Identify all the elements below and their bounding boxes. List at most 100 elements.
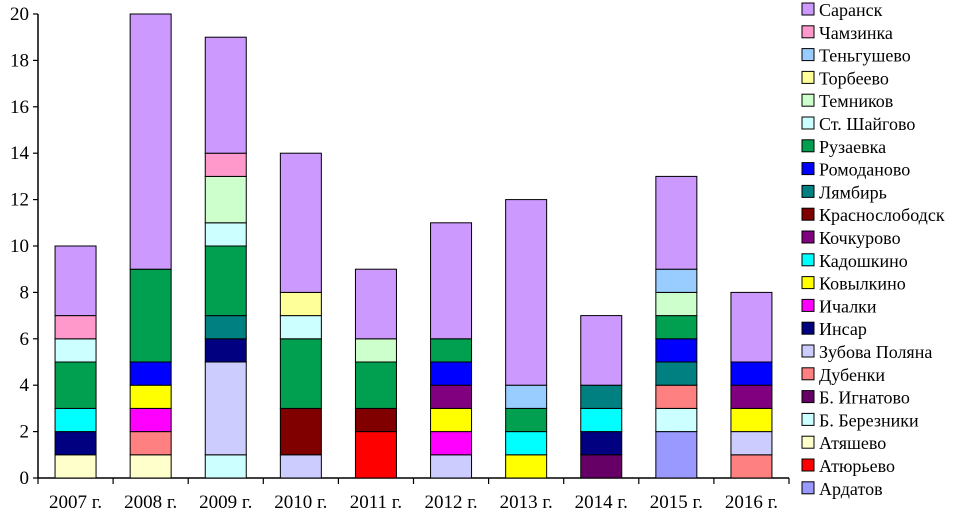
x-tick-label: 2012 г. [424, 492, 477, 513]
legend-swatch [801, 116, 815, 130]
bar-segment [129, 384, 172, 409]
legend-label: Зубова Поляна [819, 342, 932, 362]
legend-label: Теньгушево [819, 46, 911, 66]
bar-segment [580, 315, 623, 386]
legend-label: Кадошкино [819, 251, 908, 271]
legend-label: Б. Игнатово [819, 388, 910, 408]
legend-swatch [801, 207, 815, 221]
legend-swatch [801, 2, 815, 16]
bar-segment [655, 431, 698, 479]
bar-segment [505, 199, 548, 386]
bar-segment [430, 407, 473, 433]
bar-segment [430, 222, 473, 340]
bar-segment [279, 407, 322, 456]
bar-segment [54, 454, 97, 479]
bar-segment [730, 407, 773, 433]
bar-segment [354, 268, 397, 340]
bar-segment [730, 361, 773, 386]
x-tick-label: 2016 г. [725, 492, 778, 513]
legend-label: Торбеево [819, 68, 889, 88]
legend-label: Атюрьево [819, 456, 895, 476]
x-tick-label: 2009 г. [199, 492, 252, 513]
bar-segment [655, 384, 698, 409]
legend-swatch [801, 184, 815, 198]
legend-label: Темников [819, 91, 893, 111]
legend-swatch [801, 48, 815, 62]
bar-segment [430, 431, 473, 456]
legend-label: Саранск [819, 0, 883, 20]
bar-segment [354, 338, 397, 363]
bar-segment [129, 407, 172, 433]
bar-segment [430, 454, 473, 479]
legend-label: Инсар [819, 319, 867, 339]
bar-segment [204, 315, 247, 340]
bar-segment [655, 407, 698, 433]
bar-segment [730, 384, 773, 409]
legend-swatch [801, 139, 815, 153]
bar-segment [129, 431, 172, 456]
legend-swatch [801, 412, 815, 426]
x-tick-label: 2015 г. [650, 492, 703, 513]
bar-segment [505, 384, 548, 409]
y-tick-label: 12 [10, 190, 29, 211]
x-tick-label: 2014 г. [575, 492, 628, 513]
x-tick-label: 2013 г. [500, 492, 553, 513]
bar-segment [279, 315, 322, 340]
bar-segment [54, 431, 97, 456]
bar-segment [580, 384, 623, 409]
legend-swatch [801, 230, 815, 244]
legend-label: Ичалки [819, 296, 877, 316]
x-tick-label: 2010 г. [274, 492, 327, 513]
axes-group: 0 2 4 6 8 10 12 14 16 18 20 2007 г. 2008 г. 2009 г. 20… [10, 4, 790, 513]
y-tick-label: 10 [10, 236, 29, 257]
bar-segment [279, 152, 322, 293]
legend-label: Рузаевка [819, 137, 886, 157]
bar-segment [730, 431, 773, 456]
bar-segment [505, 454, 548, 479]
y-tick-label: 16 [10, 97, 29, 118]
y-tick-label: 14 [10, 143, 30, 164]
legend-swatch [801, 390, 815, 404]
bar-segment [204, 338, 247, 363]
bar-segment [204, 454, 247, 479]
bar-segment [54, 338, 97, 363]
legend-swatch [801, 321, 815, 335]
bar-segment [354, 407, 397, 433]
x-tick-label: 2007 г. [49, 492, 102, 513]
bar-segment [655, 291, 698, 317]
y-tick-label: 0 [20, 468, 30, 489]
legend-swatch [801, 435, 815, 449]
legend-swatch [801, 481, 815, 495]
legend-label: Краснослободск [819, 205, 945, 225]
legend-label: Лямбирь [819, 182, 887, 202]
bar-segment [204, 222, 247, 247]
legend-label: Чамзинка [819, 23, 893, 43]
legend-label: Кочкурово [819, 228, 901, 248]
y-tick-label: 4 [20, 375, 30, 396]
bar-segment [655, 268, 698, 293]
bar-segment [204, 36, 247, 154]
legend-label: Ковылкино [819, 274, 906, 294]
bar-segment [54, 361, 97, 409]
bar-segment [129, 268, 172, 363]
legend-label: Ст. Шайгово [819, 114, 915, 134]
legend-label: Ардатов [819, 479, 883, 499]
bars-group [54, 13, 773, 479]
bar-segment [204, 361, 247, 456]
bar-segment [655, 361, 698, 386]
legend-swatch [801, 253, 815, 267]
bar-segment [204, 175, 247, 224]
bar-segment [730, 291, 773, 363]
bar-segment [430, 361, 473, 386]
legend-label: Ромоданово [819, 160, 910, 180]
bar-segment [655, 315, 698, 340]
bar-segment [430, 384, 473, 409]
x-tick-label: 2011 г. [350, 492, 402, 513]
bar-segment [129, 13, 172, 270]
bar-segment [505, 407, 548, 433]
bar-segment [430, 338, 473, 363]
bar-segment [54, 315, 97, 340]
y-tick-label: 18 [10, 50, 29, 71]
